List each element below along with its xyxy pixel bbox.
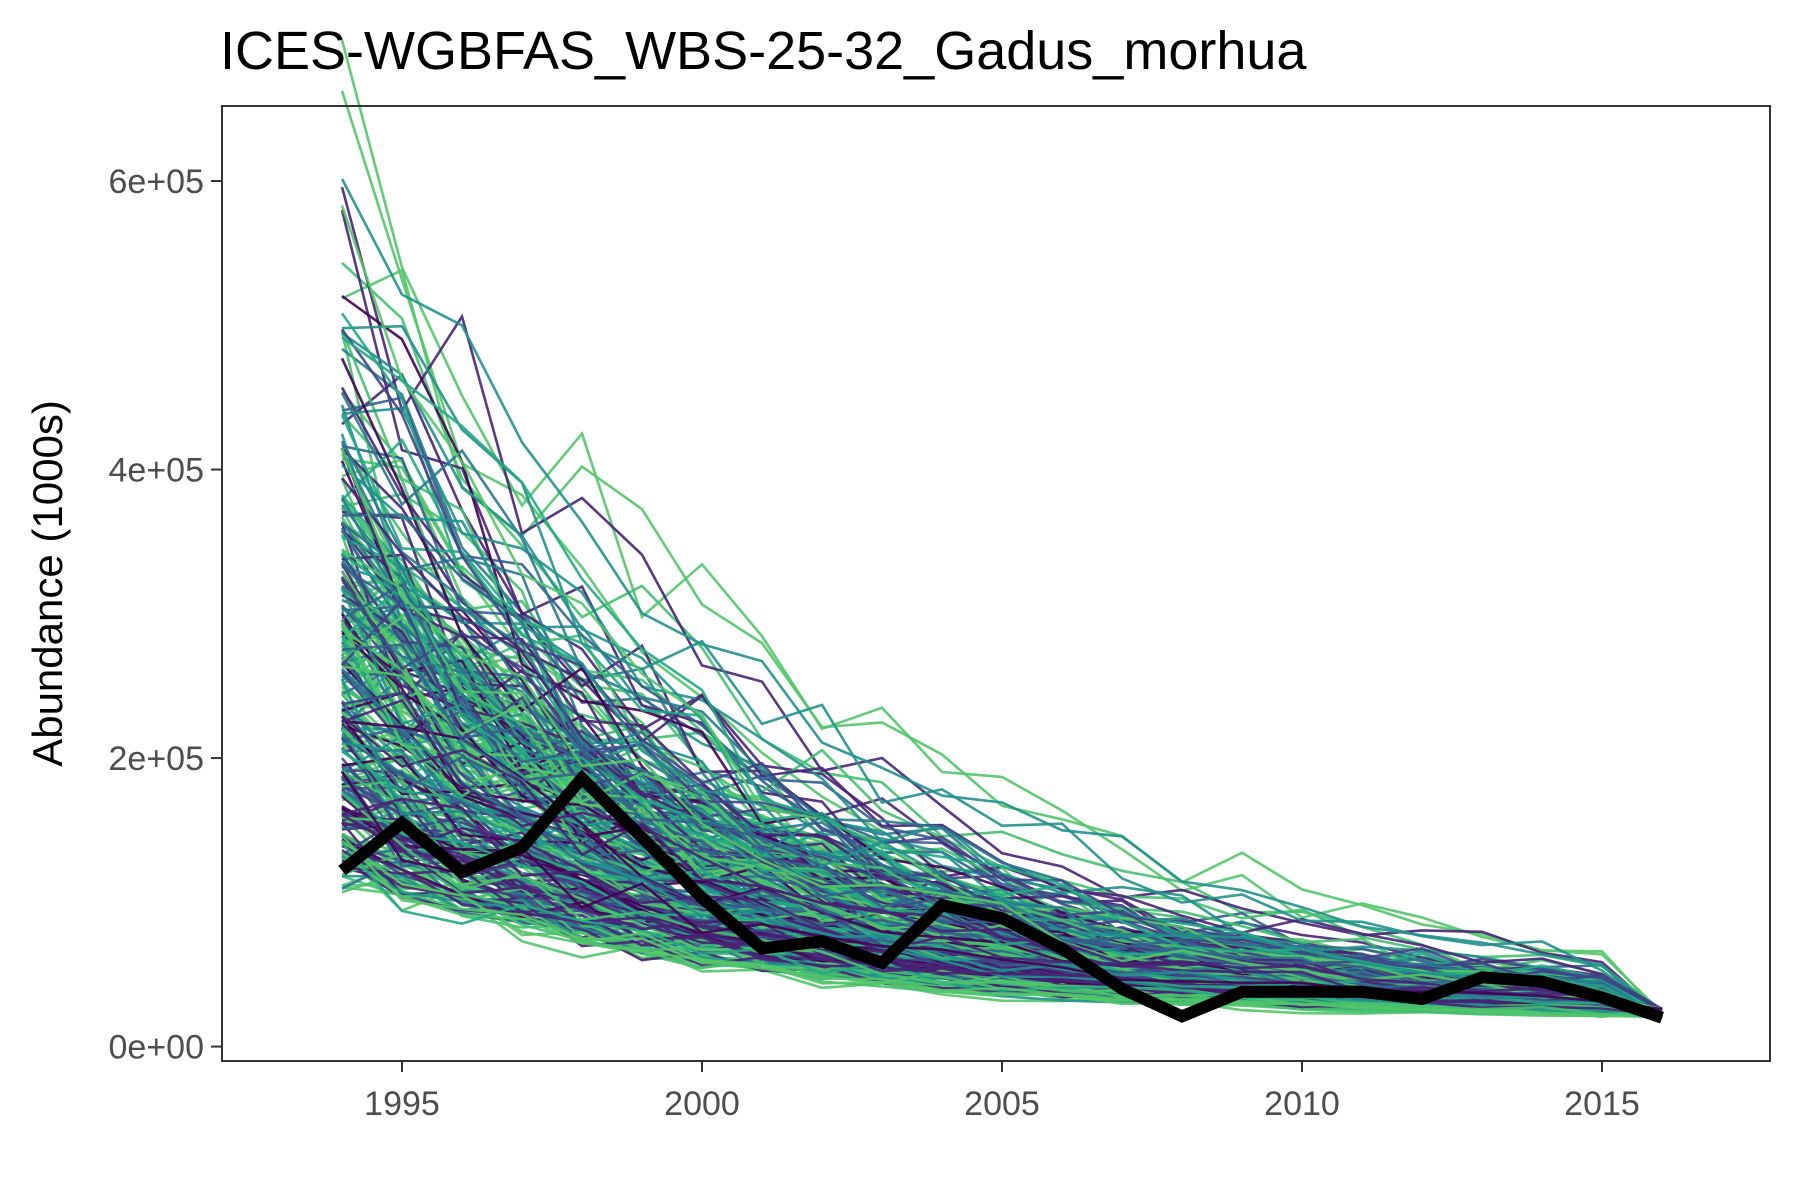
ensemble-line: [340, 328, 1663, 1018]
chart-title: ICES-WGBFAS_WBS-25-32_Gadus_morhua: [220, 21, 1307, 81]
x-tick-label: 2010: [1264, 1085, 1340, 1123]
ensemble-line: [340, 39, 1663, 1018]
ensemble-line: [341, 582, 1663, 1018]
x-tick-label: 2005: [964, 1085, 1040, 1123]
x-tick-label: 1995: [364, 1085, 440, 1123]
ensemble-line: [341, 268, 1663, 1014]
y-tick-label: 2e+05: [109, 740, 205, 778]
ensemble-lines: [340, 39, 1663, 1020]
y-tick-label: 6e+05: [109, 163, 205, 201]
ensemble-line: [341, 834, 1663, 1019]
ensemble-line: [341, 813, 1663, 1017]
y-tick-label: 0e+00: [109, 1029, 205, 1067]
series-line: [338, 769, 1664, 1024]
y-axis: 0e+00 2e+05 4e+05 6e+05: [109, 163, 222, 1067]
ensemble-line: [340, 186, 1663, 1016]
y-axis-title: Abundance (1000s): [24, 400, 71, 767]
x-axis: 1995 2000 2005 2010 2015: [364, 1061, 1640, 1123]
ensemble-line: [340, 178, 1663, 1017]
y-tick-label: 4e+05: [109, 452, 205, 490]
series-lines: [338, 769, 1664, 1024]
x-tick-label: 2000: [664, 1085, 740, 1123]
x-tick-label: 2015: [1564, 1085, 1640, 1123]
ensemble-line: [341, 324, 1663, 1016]
ensemble-line: [341, 406, 1663, 1016]
ensemble-line: [341, 464, 1663, 1018]
ensemble-line: [340, 447, 1663, 1011]
plot-panel-border: [221, 105, 1771, 1062]
ensemble-line: [341, 792, 1663, 1016]
ensemble-line: [341, 336, 1663, 1013]
